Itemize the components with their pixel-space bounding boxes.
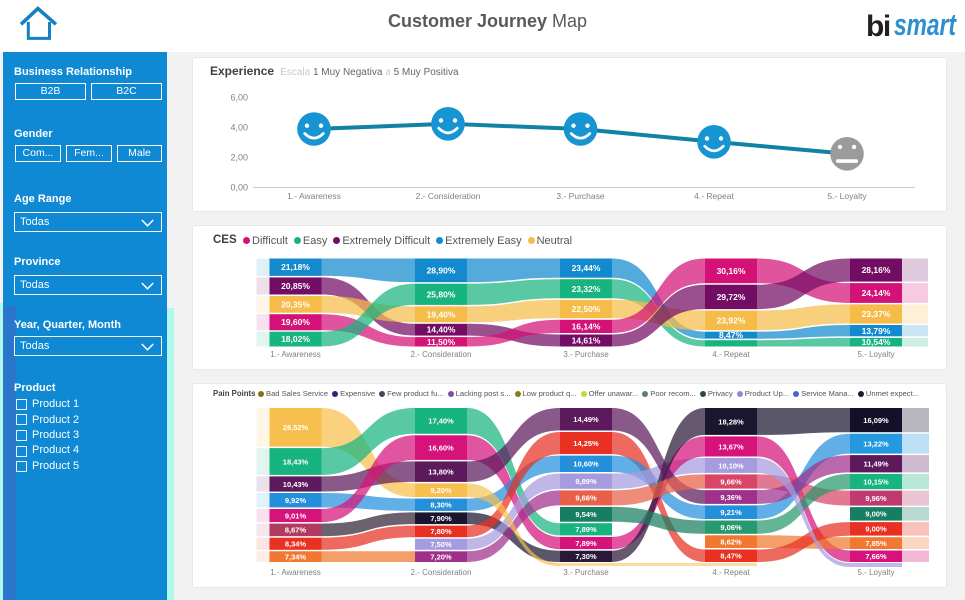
svg-text:11,50%: 11,50% xyxy=(427,337,456,347)
svg-text:9,20%: 9,20% xyxy=(430,486,452,495)
svg-text:19,60%: 19,60% xyxy=(281,317,310,327)
svg-text:24,14%: 24,14% xyxy=(862,288,891,298)
svg-text:8,47%: 8,47% xyxy=(719,330,744,340)
svg-text:14,61%: 14,61% xyxy=(572,336,601,346)
svg-text:23,44%: 23,44% xyxy=(572,263,601,273)
svg-text:5.- Loyalty: 5.- Loyalty xyxy=(858,568,895,577)
svg-text:2.- Consideration: 2.- Consideration xyxy=(416,191,481,201)
svg-text:19,40%: 19,40% xyxy=(427,309,456,319)
svg-text:8,30%: 8,30% xyxy=(430,501,452,510)
svg-text:13,67%: 13,67% xyxy=(718,442,744,451)
svg-text:4,00: 4,00 xyxy=(230,123,248,133)
svg-text:14,25%: 14,25% xyxy=(573,439,599,448)
svg-text:25,80%: 25,80% xyxy=(427,289,456,299)
svg-text:8,47%: 8,47% xyxy=(720,552,742,561)
svg-text:17,40%: 17,40% xyxy=(428,417,454,426)
svg-text:13,80%: 13,80% xyxy=(428,468,454,477)
svg-text:13,22%: 13,22% xyxy=(863,439,889,448)
svg-text:7,50%: 7,50% xyxy=(430,540,452,549)
svg-text:7,66%: 7,66% xyxy=(865,552,887,561)
svg-text:3.- Purchase: 3.- Purchase xyxy=(563,350,609,359)
svg-text:16,09%: 16,09% xyxy=(863,416,889,425)
svg-text:2.- Consideration: 2.- Consideration xyxy=(411,350,472,359)
svg-text:23,32%: 23,32% xyxy=(572,284,601,294)
svg-text:9,06%: 9,06% xyxy=(720,523,742,532)
svg-text:2,00: 2,00 xyxy=(230,153,248,163)
svg-text:0,00: 0,00 xyxy=(230,183,248,193)
svg-text:2.- Consideration: 2.- Consideration xyxy=(411,568,472,577)
svg-text:9,66%: 9,66% xyxy=(575,494,597,503)
svg-text:9,92%: 9,92% xyxy=(285,496,307,505)
svg-text:23,92%: 23,92% xyxy=(717,316,746,326)
svg-text:9,54%: 9,54% xyxy=(575,510,597,519)
svg-text:10,60%: 10,60% xyxy=(573,460,599,469)
svg-text:7,34%: 7,34% xyxy=(285,553,307,562)
svg-text:20,35%: 20,35% xyxy=(281,299,310,309)
svg-text:29,72%: 29,72% xyxy=(717,292,746,302)
svg-text:6,00: 6,00 xyxy=(230,93,248,103)
svg-text:3.- Purchase: 3.- Purchase xyxy=(556,191,604,201)
svg-text:10,15%: 10,15% xyxy=(863,477,889,486)
svg-text:18,28%: 18,28% xyxy=(718,417,744,426)
svg-text:18,02%: 18,02% xyxy=(281,334,310,344)
svg-text:9,36%: 9,36% xyxy=(720,493,742,502)
svg-text:8,34%: 8,34% xyxy=(285,540,307,549)
svg-text:4.- Repeat: 4.- Repeat xyxy=(712,568,750,577)
svg-text:28,16%: 28,16% xyxy=(862,265,891,275)
svg-text:4.- Repeat: 4.- Repeat xyxy=(712,350,750,359)
svg-text:30,16%: 30,16% xyxy=(717,266,746,276)
svg-text:23,37%: 23,37% xyxy=(862,309,891,319)
svg-text:16,60%: 16,60% xyxy=(428,443,454,452)
svg-text:8,67%: 8,67% xyxy=(285,526,307,535)
svg-text:9,21%: 9,21% xyxy=(720,508,742,517)
svg-text:4.- Repeat: 4.- Repeat xyxy=(694,191,734,201)
svg-text:9,00%: 9,00% xyxy=(865,510,887,519)
svg-text:5.- Loyalty: 5.- Loyalty xyxy=(858,350,895,359)
svg-text:10,10%: 10,10% xyxy=(718,461,744,470)
svg-text:1.- Awareness: 1.- Awareness xyxy=(270,568,321,577)
svg-text:10,43%: 10,43% xyxy=(283,480,309,489)
svg-text:smart: smart xyxy=(894,7,957,42)
svg-text:21,18%: 21,18% xyxy=(281,262,310,272)
svg-text:10,54%: 10,54% xyxy=(862,337,891,347)
svg-text:20,85%: 20,85% xyxy=(281,281,310,291)
svg-text:5.- Loyalty: 5.- Loyalty xyxy=(827,191,867,201)
svg-text:28,90%: 28,90% xyxy=(427,265,456,275)
svg-text:26,52%: 26,52% xyxy=(283,423,309,432)
svg-text:7,30%: 7,30% xyxy=(575,552,597,561)
svg-text:22,50%: 22,50% xyxy=(572,304,601,314)
svg-text:3.- Purchase: 3.- Purchase xyxy=(563,568,609,577)
svg-text:9,01%: 9,01% xyxy=(285,511,307,520)
svg-text:7,89%: 7,89% xyxy=(575,525,597,534)
svg-text:1.- Awareness: 1.- Awareness xyxy=(287,191,341,201)
svg-text:7,20%: 7,20% xyxy=(430,553,452,562)
svg-text:9,00%: 9,00% xyxy=(865,525,887,534)
svg-text:9,96%: 9,96% xyxy=(865,494,887,503)
svg-text:7,89%: 7,89% xyxy=(575,539,597,548)
svg-text:9,89%: 9,89% xyxy=(575,477,597,486)
svg-text:bi: bi xyxy=(866,10,890,43)
svg-text:1.- Awareness: 1.- Awareness xyxy=(270,350,321,359)
svg-text:13,79%: 13,79% xyxy=(862,326,891,336)
svg-text:9,66%: 9,66% xyxy=(720,477,742,486)
svg-text:18,43%: 18,43% xyxy=(283,457,309,466)
svg-text:8,62%: 8,62% xyxy=(720,538,742,547)
svg-text:14,49%: 14,49% xyxy=(573,415,599,424)
svg-text:7,90%: 7,90% xyxy=(430,514,452,523)
svg-text:11,49%: 11,49% xyxy=(863,460,888,469)
svg-text:14,40%: 14,40% xyxy=(427,325,456,335)
svg-text:7,80%: 7,80% xyxy=(430,527,452,536)
svg-text:16,14%: 16,14% xyxy=(572,322,601,332)
svg-text:7,85%: 7,85% xyxy=(865,539,887,548)
